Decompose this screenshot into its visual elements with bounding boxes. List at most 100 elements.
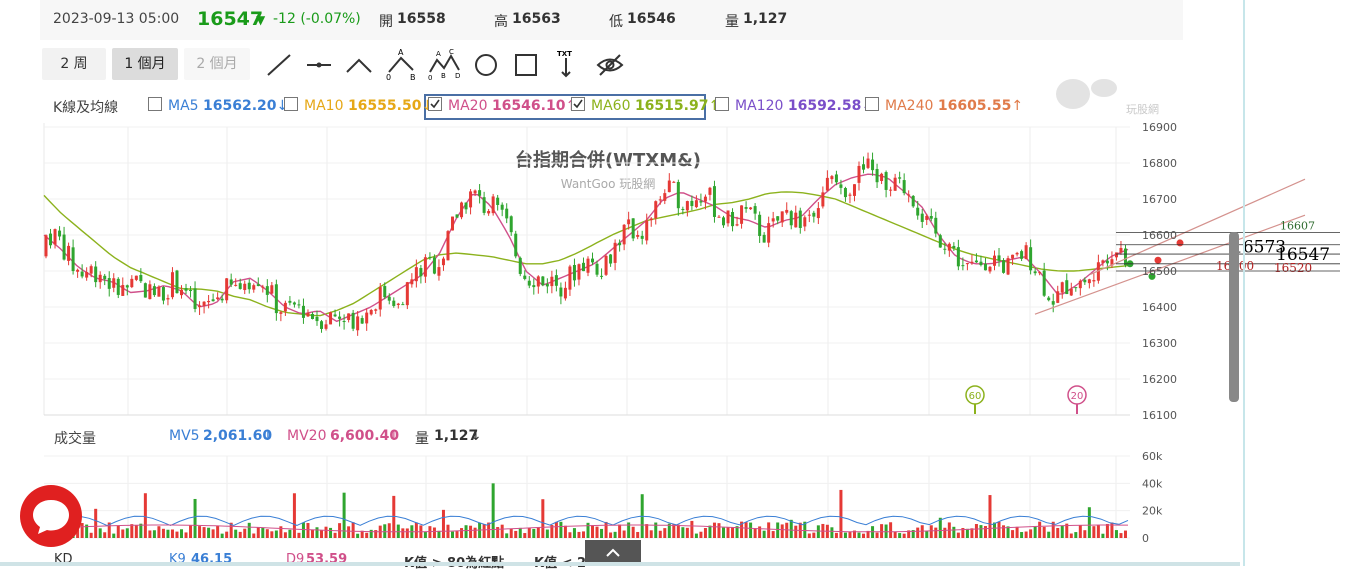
ma20-checkbox[interactable]	[428, 97, 442, 111]
volume-title: 成交量	[54, 431, 96, 447]
volume-bar	[1024, 531, 1028, 538]
volume-bar	[432, 527, 436, 538]
volume-bar	[374, 530, 378, 538]
volume-bar	[116, 525, 120, 538]
volume-bar	[301, 522, 305, 538]
ma10-item[interactable]: MA10 16555.50↓	[284, 97, 433, 114]
hide-icon[interactable]	[595, 52, 625, 78]
chart-subtitle: WantGoo 玩股網	[561, 177, 656, 191]
price-scroll-handle[interactable]	[1229, 232, 1239, 402]
candle-body	[595, 263, 599, 275]
candle-body	[238, 283, 242, 289]
volume-bar	[690, 520, 694, 538]
volume-bar	[604, 521, 608, 538]
circle-icon[interactable]	[473, 52, 499, 78]
chat-button[interactable]	[20, 485, 82, 547]
range-2-weeks-button[interactable]: 2 周	[42, 48, 106, 80]
ma120-checkbox[interactable]	[715, 97, 729, 111]
candle-body	[1074, 287, 1078, 289]
candle-body	[473, 190, 477, 194]
open-value: 16558	[397, 11, 446, 27]
volume-bar	[744, 522, 748, 538]
volume-bar	[613, 531, 617, 538]
abcd-pattern-icon[interactable]: A C 0 B D	[428, 46, 462, 80]
volume-bar	[839, 489, 843, 538]
candle-body	[89, 266, 93, 274]
candle-body	[988, 266, 992, 272]
mv20-label: MV20	[287, 428, 327, 444]
volume-bar	[753, 528, 757, 538]
candle-body	[798, 210, 802, 228]
volume-bar	[771, 531, 775, 538]
candle-body	[708, 187, 712, 195]
candle-body	[514, 233, 518, 257]
candle-body	[862, 164, 866, 170]
ma60-item[interactable]: MA60 16515.97↑	[571, 97, 720, 114]
price-tick-label: 16100	[1142, 409, 1177, 422]
volume-bar	[812, 532, 816, 538]
ma240-item[interactable]: MA240 16605.55↑	[865, 97, 1023, 114]
rectangle-icon[interactable]	[513, 52, 539, 78]
horizontal-line-icon[interactable]	[306, 52, 332, 78]
candle-body	[170, 272, 174, 298]
candle-body	[907, 194, 911, 196]
volume-bar	[938, 517, 942, 538]
candle-body	[554, 275, 558, 286]
candle-body	[731, 212, 735, 227]
ma240-checkbox[interactable]	[865, 97, 879, 111]
candle-body	[667, 180, 671, 193]
volume-bar	[1078, 525, 1082, 538]
page-scrollbar[interactable]	[1243, 0, 1245, 566]
volume-bar	[500, 524, 504, 538]
candle-body	[1038, 272, 1042, 274]
low-value: 16546	[627, 11, 676, 27]
volume-bar	[85, 524, 89, 538]
mv5-line	[43, 515, 1129, 527]
range-1-month-button[interactable]: 1 個月	[112, 48, 178, 80]
candle-body	[943, 248, 947, 250]
candle-body	[139, 275, 143, 282]
volume-bar	[225, 531, 229, 538]
angle-icon[interactable]	[346, 52, 372, 78]
quote-bar: 2023-09-13 05:00 16547 ▼ -12 (-0.07%) 開 …	[40, 0, 1183, 40]
candle-body	[374, 309, 378, 311]
volume-bar	[663, 528, 667, 538]
scroll-up-button[interactable]	[585, 540, 641, 566]
volume-bar	[482, 524, 486, 538]
trend-line-icon[interactable]	[266, 52, 292, 78]
volume-bar	[974, 524, 978, 538]
open-label: 開	[379, 14, 393, 30]
ma10-checkbox[interactable]	[284, 97, 298, 111]
ma5-checkbox[interactable]	[148, 97, 162, 111]
candle-body	[703, 196, 707, 202]
candle-body	[265, 286, 269, 295]
candle-body	[532, 285, 536, 288]
volume-bar	[722, 527, 725, 538]
text-icon[interactable]: TXT	[553, 48, 579, 78]
candle-body	[545, 283, 549, 287]
candle-body	[396, 303, 400, 305]
channel-line-upper	[1089, 178, 1306, 276]
candle-body	[947, 243, 951, 251]
candle-body	[649, 218, 653, 221]
candle-body	[776, 216, 780, 221]
candle-body	[338, 316, 342, 319]
candle-body	[1105, 260, 1109, 264]
volume-bar	[252, 533, 256, 538]
range-2-months-button[interactable]: 2 個月	[184, 48, 250, 80]
volume-bar	[776, 522, 780, 538]
abc-pattern-icon[interactable]: A 0 B	[386, 46, 416, 80]
candle-body	[898, 177, 902, 179]
candle-body	[315, 316, 319, 322]
ma5-item[interactable]: MA5 16562.20↓	[148, 97, 288, 114]
volume-bar	[1083, 530, 1087, 538]
volume-bar	[333, 532, 337, 538]
candle-body	[749, 207, 753, 210]
candle-body	[44, 235, 48, 257]
candle-body	[198, 305, 202, 308]
price-level-label: 16607	[1280, 219, 1315, 232]
candle-body	[112, 278, 116, 288]
volume-bar	[351, 522, 355, 538]
ma60-checkbox[interactable]	[571, 97, 585, 111]
candle-body	[387, 296, 391, 301]
